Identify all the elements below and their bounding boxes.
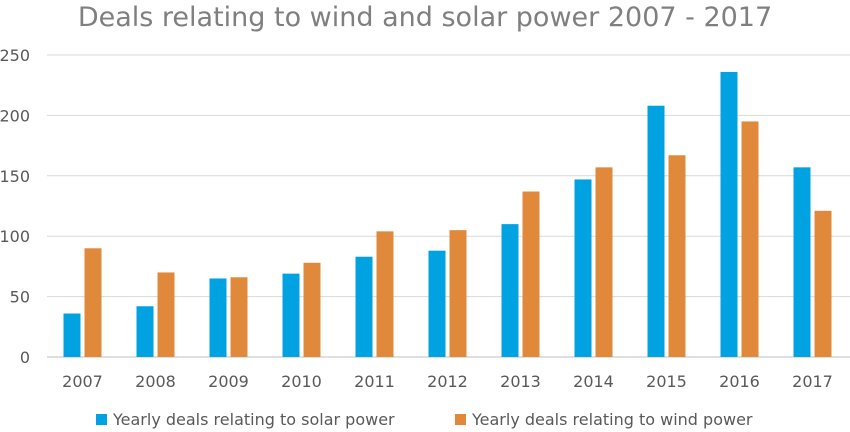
legend-swatch-solar (96, 413, 107, 425)
y-tick-label: 150 (0, 167, 30, 186)
y-tick-label: 50 (10, 288, 30, 307)
bar-solar-2008 (136, 306, 154, 357)
legend-label-solar: Yearly deals relating to solar power (113, 409, 395, 429)
bar-solar-2007 (63, 313, 81, 357)
x-tick-label: 2008 (135, 372, 176, 391)
bars (63, 71, 832, 358)
y-tick-label: 100 (0, 227, 30, 246)
bar-solar-2016 (720, 71, 738, 358)
bar-wind-2007 (84, 248, 102, 357)
legend-item-wind: Yearly deals relating to wind power (455, 407, 752, 431)
bar-solar-2012 (428, 250, 446, 357)
x-tick-label: 2012 (427, 372, 468, 391)
bar-solar-2011 (355, 256, 373, 357)
x-tick-label: 2013 (500, 372, 541, 391)
bar-wind-2014 (595, 167, 613, 357)
x-tick-label: 2014 (573, 372, 614, 391)
bar-wind-2012 (449, 230, 467, 357)
x-tick-label: 2010 (281, 372, 322, 391)
x-tick-label: 2017 (792, 372, 833, 391)
gridlines (47, 54, 850, 358)
bar-solar-2015 (647, 105, 665, 358)
x-tick-label: 2007 (62, 372, 103, 391)
bar-solar-2017 (793, 167, 811, 357)
bar-solar-2010 (282, 273, 300, 357)
bar-wind-2013 (522, 191, 540, 357)
x-tick-label: 2015 (646, 372, 687, 391)
bar-wind-2008 (157, 272, 175, 357)
y-tick-label: 200 (0, 106, 30, 125)
bar-wind-2009 (230, 277, 248, 357)
legend-swatch-wind (455, 413, 466, 425)
bar-solar-2014 (574, 179, 592, 357)
bar-wind-2017 (814, 210, 832, 357)
bar-wind-2016 (741, 121, 759, 357)
chart-title: Deals relating to wind and solar power 2… (77, 2, 773, 33)
bar-wind-2011 (376, 231, 394, 357)
x-axis-ticks: 2007 2008 2009 2010 2011 2012 2013 2014 2015 2016… (62, 372, 833, 391)
bar-wind-2010 (303, 262, 321, 357)
y-tick-label: 250 (0, 46, 30, 65)
bar-wind-2015 (668, 155, 686, 357)
x-tick-label: 2016 (719, 372, 760, 391)
x-tick-label: 2009 (208, 372, 249, 391)
bar-solar-2013 (501, 224, 519, 357)
legend-item-solar: Yearly deals relating to solar power (96, 407, 395, 431)
legend-label-wind: Yearly deals relating to wind power (472, 409, 753, 429)
y-axis-ticks: 0 50 100 150 200 250 (0, 46, 30, 367)
legend: Yearly deals relating to solar power Yea… (0, 407, 850, 431)
bar-solar-2009 (209, 278, 227, 357)
x-tick-label: 2011 (354, 372, 395, 391)
y-tick-label: 0 (20, 348, 30, 367)
